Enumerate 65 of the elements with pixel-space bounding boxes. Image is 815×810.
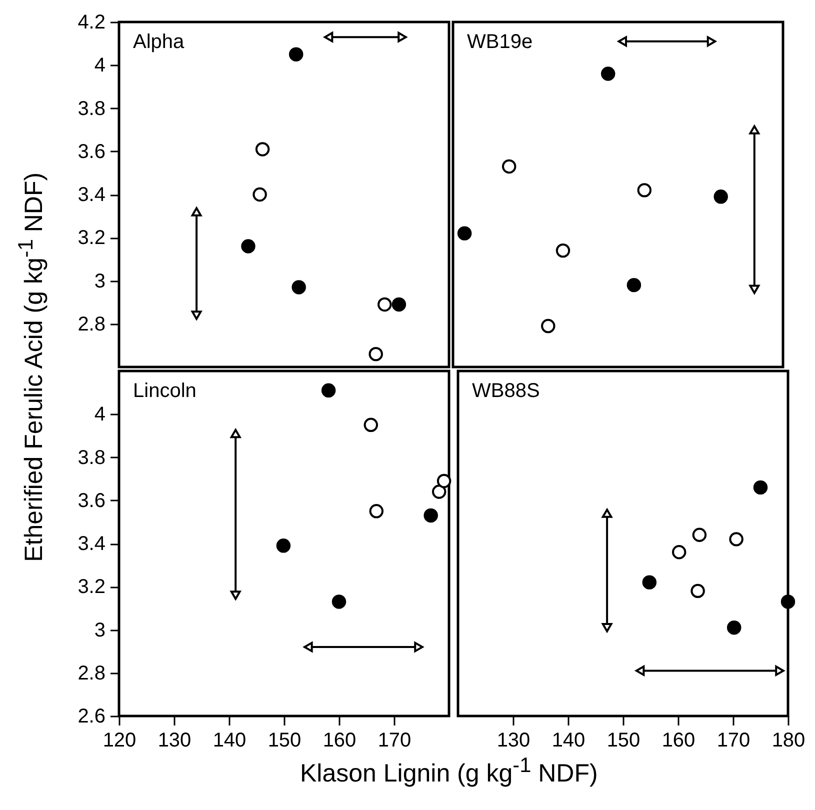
point (672, 545, 686, 560)
y-tick-label: 3.4 (78, 184, 106, 206)
x-tick-label: 130 (496, 730, 530, 752)
x-tick-label: 120 (102, 730, 136, 752)
point (241, 239, 256, 254)
y-tick-label: 3.4 (78, 533, 106, 555)
y-tick-label: 3.6 (78, 490, 106, 512)
y-tick-label: 3.2 (78, 576, 106, 598)
x-tick-label: 150 (606, 730, 640, 752)
point (432, 484, 446, 499)
y-tick-label: 2.8 (78, 313, 106, 336)
point (729, 532, 744, 546)
x-tick-label: 160 (662, 730, 696, 752)
x-tick-label: 180 (772, 730, 806, 752)
x-tick-label: 170 (716, 730, 750, 752)
point (332, 594, 346, 609)
point (780, 594, 796, 609)
x-tick-label: 140 (212, 730, 246, 752)
point (288, 47, 304, 62)
point (369, 504, 384, 518)
point (252, 187, 267, 202)
x-tick-label: 170 (378, 730, 412, 752)
point (541, 318, 556, 334)
point (714, 190, 728, 204)
y-tick-label: 4.2 (78, 12, 106, 34)
point (637, 183, 652, 198)
point (321, 383, 336, 398)
y-tick-label: 4 (94, 404, 106, 426)
point (276, 538, 291, 553)
point (692, 528, 707, 542)
annotation: Alpha (133, 31, 186, 53)
y-tick-label: 3.6 (78, 140, 106, 163)
annotation: WB88S (472, 380, 540, 402)
point (600, 66, 616, 81)
annotation: Lincoln (133, 380, 196, 402)
annotation: WB19e (467, 31, 533, 53)
y-tick-label: 2.8 (78, 662, 106, 684)
point (556, 243, 570, 258)
x-tick-label: 160 (322, 730, 356, 752)
y-tick-label: 3.2 (78, 227, 106, 250)
x-tick-label: 150 (268, 730, 302, 752)
point (457, 226, 472, 240)
point (690, 584, 705, 598)
point (436, 474, 452, 488)
point (424, 508, 438, 523)
point (255, 142, 270, 156)
x-tick-label: 130 (158, 730, 192, 752)
point (368, 346, 383, 362)
point (364, 418, 378, 432)
point (726, 620, 742, 635)
y-tick-label: 4 (94, 54, 106, 77)
y-tick-label: 2.6 (78, 706, 106, 728)
point (378, 297, 392, 312)
point (642, 575, 657, 590)
x-axis-title: Klason Lignin (g kg$^{-1}$ NDF) (300, 754, 598, 788)
point (753, 480, 768, 495)
y-tick-label: 3.8 (78, 98, 106, 120)
point (502, 159, 516, 174)
y-tick-label: 3 (94, 270, 106, 292)
x-tick-label: 140 (552, 730, 586, 752)
point (626, 278, 642, 292)
point (292, 280, 306, 294)
point (392, 297, 406, 312)
y-tick-label: 3 (94, 619, 106, 642)
y-tick-label: 3.8 (78, 446, 106, 469)
